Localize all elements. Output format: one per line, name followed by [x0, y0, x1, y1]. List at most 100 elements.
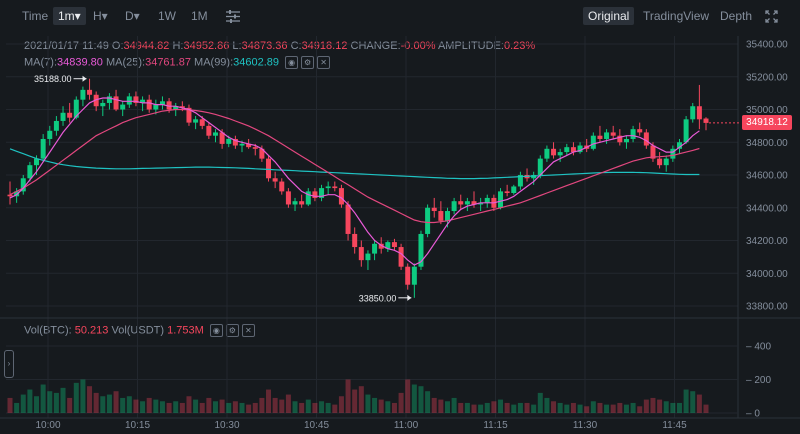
candle-body [266, 158, 272, 179]
amplitude-label: AMPLITUDE: [437, 40, 504, 52]
candle-body [683, 119, 689, 143]
interval-month-button[interactable]: 1M [191, 9, 208, 23]
vol-usdt-value: 1.753M [167, 324, 204, 337]
candle-body [584, 145, 590, 149]
change-value: -0.00% [400, 40, 436, 52]
candle-body [537, 158, 543, 175]
high-label: H: [172, 40, 184, 52]
time-tick-label: 11:15 [483, 420, 508, 431]
volume-bar [531, 404, 537, 413]
interval-day-button[interactable]: D▾ [125, 9, 140, 23]
volume-bar [199, 402, 205, 413]
candle-body [637, 129, 643, 133]
ohlc-info: 2021/01/17 11:49 O:34944.82 H:34952.86 L… [24, 40, 535, 52]
candle-body [630, 129, 636, 139]
view-original-button[interactable]: Original [583, 7, 635, 25]
volume-bar [471, 404, 477, 413]
candle-body [319, 188, 325, 198]
volume-bar [146, 397, 152, 413]
volume-bar [186, 396, 192, 413]
close-label: C: [290, 40, 302, 52]
view-tradingview-button[interactable]: TradingView [643, 9, 710, 23]
close-icon[interactable]: ✕ [317, 56, 331, 69]
volume-bar [372, 397, 378, 413]
volume-bar [610, 404, 616, 413]
volume-bar [126, 396, 132, 413]
volume-bar [564, 404, 570, 413]
candle-body [239, 143, 245, 146]
interval-1m-button[interactable]: 1m▾ [53, 7, 86, 25]
min-arrow-head [407, 294, 412, 301]
volume-bar [405, 379, 411, 413]
candle-body [690, 106, 696, 120]
volume-bar [478, 404, 484, 413]
candle-body [272, 178, 278, 182]
candle-body [173, 106, 179, 110]
view-depth-button[interactable]: Depth [720, 9, 753, 23]
price-tick-label: 33800.00 [746, 302, 788, 313]
settings-icon[interactable]: ⚙ [301, 56, 315, 69]
ma7-label: MA(7): [24, 56, 57, 69]
volume-bar [140, 401, 146, 413]
volume-bar [491, 401, 497, 413]
volume-bar [690, 391, 696, 413]
candle-body [60, 112, 66, 121]
panel-handle[interactable]: › [4, 350, 14, 378]
candle-body [20, 178, 26, 192]
volume-bar [623, 404, 629, 413]
vol-settings-icon[interactable]: ⚙ [225, 324, 239, 337]
candle-body [491, 197, 497, 208]
candle-body [312, 191, 318, 198]
volume-bar [643, 399, 649, 413]
candle-body [352, 233, 358, 248]
ma99-value: 34602.89 [233, 56, 280, 69]
candle-body [299, 201, 305, 205]
volume-bar [93, 392, 99, 413]
candle-body [544, 148, 550, 159]
ma25-value: 34761.87 [145, 56, 191, 69]
volume-bar [391, 402, 397, 413]
interval-week-button[interactable]: 1W [158, 9, 176, 23]
volume-bar [206, 397, 212, 413]
volume-bar [113, 391, 119, 413]
volume-bar [332, 404, 338, 413]
candle-body [431, 207, 437, 212]
candle-body [106, 96, 112, 103]
volume-bar [239, 402, 245, 413]
volume-bar [425, 391, 431, 413]
candle-body [34, 158, 40, 166]
interval-hour-button[interactable]: H▾ [93, 9, 108, 23]
candle-body [590, 135, 596, 149]
expand-icon[interactable] [765, 10, 778, 23]
candle-body [80, 89, 86, 100]
volume-bar [272, 397, 278, 413]
candle-body [385, 242, 391, 249]
candle-body [193, 119, 199, 123]
candle-body [133, 96, 139, 103]
candle-body [517, 175, 523, 187]
volume-bar [484, 402, 490, 413]
candle-body [47, 130, 53, 139]
candle-body [305, 191, 311, 205]
time-tick-label: 10:15 [125, 420, 150, 431]
vol-close-icon[interactable]: ✕ [241, 324, 255, 337]
candle-body [372, 243, 378, 254]
vol-eye-icon[interactable]: ◉ [209, 324, 223, 337]
volume-bar [365, 394, 371, 413]
candle-body [232, 138, 238, 146]
time-tick-label: 10:45 [304, 420, 329, 431]
eye-icon[interactable]: ◉ [285, 56, 299, 69]
change-label: CHANGE: [350, 40, 401, 52]
candle-body [279, 181, 285, 192]
candle-body [623, 138, 629, 143]
volume-bar [40, 384, 46, 413]
volume-bar [53, 392, 59, 413]
vol-usdt-label: Vol(USDT) [111, 324, 165, 337]
price-tick-label: 35200.00 [746, 72, 788, 83]
volume-bar [252, 402, 258, 413]
sliders-icon[interactable] [226, 10, 240, 23]
volume-bar [159, 401, 165, 413]
volume-bar [498, 399, 504, 413]
min-price-annotation: 33850.00 [359, 293, 397, 303]
candle-body [159, 101, 165, 105]
